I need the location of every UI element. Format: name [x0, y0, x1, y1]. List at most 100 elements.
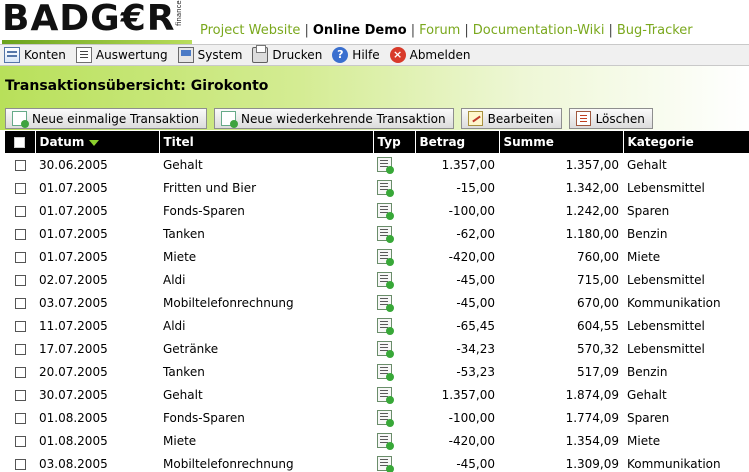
cell-typ — [373, 360, 415, 383]
cell-betrag: -65,45 — [456, 318, 495, 333]
table-row[interactable]: 30.06.2005 Gehalt 1.357,00 1.357,00 Gehalt — [5, 153, 749, 176]
table-row[interactable]: 02.07.2005 Aldi -45,00 715,00 Lebensmittel — [5, 268, 749, 291]
row-checkbox[interactable] — [14, 435, 26, 447]
row-checkbox-cell — [5, 245, 35, 268]
menu-abmelden[interactable]: × Abmelden — [389, 47, 470, 63]
row-checkbox-cell — [5, 153, 35, 176]
cell-summe: 517,09 — [577, 364, 619, 379]
column-header-typ[interactable]: Typ — [373, 131, 416, 153]
cell-datum: 03.07.2005 — [39, 295, 108, 310]
column-header-titel[interactable]: Titel — [159, 131, 374, 153]
column-header-betrag[interactable]: Betrag — [415, 131, 500, 153]
cell-betrag: -53,23 — [456, 364, 495, 379]
logout-icon: × — [389, 47, 406, 63]
menu-system[interactable]: System — [177, 47, 242, 63]
cell-kategorie: Gehalt — [627, 387, 667, 402]
new-single-transaction-button[interactable]: Neue einmalige Transaktion — [5, 108, 208, 129]
edit-icon — [467, 111, 483, 126]
select-all-checkbox[interactable] — [14, 137, 26, 148]
row-checkbox-cell — [5, 360, 35, 383]
cell-summe: 670,00 — [577, 295, 619, 310]
cell-summe: 570,32 — [577, 341, 619, 356]
cell-betrag: -420,00 — [448, 249, 495, 264]
cell-summe: 1.180,00 — [565, 226, 619, 241]
row-checkbox-cell — [5, 406, 35, 429]
new-single-transaction-label: Neue einmalige Transaktion — [32, 111, 200, 126]
transaction-type-icon — [377, 295, 394, 312]
cell-summe: 1.309,09 — [565, 456, 619, 471]
link-forum[interactable]: Forum — [419, 23, 461, 38]
report-icon — [75, 47, 92, 63]
link-bug-tracker[interactable]: Bug-Tracker — [616, 23, 693, 38]
row-checkbox[interactable] — [14, 205, 26, 217]
row-checkbox-cell — [5, 314, 35, 337]
menu-drucken[interactable]: Drucken — [252, 45, 323, 63]
cell-typ — [373, 268, 415, 291]
column-header-datum[interactable]: Datum — [35, 131, 160, 153]
row-checkbox[interactable] — [14, 159, 26, 171]
table-row[interactable]: 03.07.2005 Mobiltelefonrechnung -45,00 670,… — [5, 291, 749, 314]
delete-button[interactable]: Löschen — [568, 108, 653, 129]
link-online-demo[interactable]: Online Demo — [312, 23, 407, 38]
row-checkbox[interactable] — [14, 320, 26, 332]
cell-betrag: 1.357,00 — [441, 387, 495, 402]
cell-datum: 17.07.2005 — [39, 341, 108, 356]
row-checkbox[interactable] — [14, 412, 26, 424]
cell-summe: 760,00 — [577, 249, 619, 264]
row-checkbox-cell — [5, 452, 35, 472]
link-documentation-wiki[interactable]: Documentation-Wiki — [472, 23, 605, 38]
row-checkbox[interactable] — [14, 182, 26, 194]
transaction-type-icon — [377, 180, 394, 197]
table-row[interactable]: 17.07.2005 Getränke -34,23 570,32 Lebensmitt… — [5, 337, 749, 360]
menu-drucken-label: Drucken — [272, 48, 323, 62]
table-row[interactable]: 01.07.2005 Fonds-Sparen -100,00 1.242,00 Spa… — [5, 199, 749, 222]
table-row[interactable]: 20.07.2005 Tanken -53,23 517,09 Benzin — [5, 360, 749, 383]
cell-summe: 604,55 — [577, 318, 619, 333]
column-header-kategorie[interactable]: Kategorie — [623, 131, 749, 153]
cell-betrag: -45,00 — [456, 295, 495, 310]
row-checkbox[interactable] — [14, 366, 26, 378]
cell-typ — [373, 199, 415, 222]
recurring-transaction-icon — [221, 111, 239, 128]
row-checkbox-cell — [5, 199, 35, 222]
cell-datum: 01.07.2005 — [39, 226, 108, 241]
table-row[interactable]: 03.08.2005 Mobiltelefonrechnung -45,00 1.30… — [5, 452, 749, 472]
row-checkbox-cell — [5, 291, 35, 314]
table-row[interactable]: 01.07.2005 Miete -420,00 760,00 Miete — [5, 245, 749, 268]
menu-hilfe-label: Hilfe — [352, 48, 380, 62]
table-row[interactable]: 01.07.2005 Tanken -62,00 1.180,00 Benzin — [5, 222, 749, 245]
menu-konten[interactable]: Konten — [4, 47, 66, 63]
cell-kategorie: Lebensmittel — [627, 318, 705, 333]
row-checkbox[interactable] — [14, 274, 26, 286]
cell-datum: 01.08.2005 — [39, 433, 108, 448]
row-checkbox[interactable] — [14, 458, 26, 470]
menu-hilfe[interactable]: ? Hilfe — [332, 47, 380, 63]
table-row[interactable]: 01.08.2005 Miete -420,00 1.354,09 Miete — [5, 429, 749, 452]
row-checkbox[interactable] — [14, 297, 26, 309]
table-row[interactable]: 01.08.2005 Fonds-Sparen -100,00 1.774,09 Spa… — [5, 406, 749, 429]
new-recurring-transaction-button[interactable]: Neue wiederkehrende Transaktion — [214, 108, 454, 129]
badger-logo[interactable]: BADG€R finance — [2, 0, 194, 44]
cell-betrag: -62,00 — [456, 226, 495, 241]
cell-datum: 01.08.2005 — [39, 410, 108, 425]
table-row[interactable]: 01.07.2005 Fritten und Bier -15,00 1.342,00… — [5, 176, 749, 199]
cell-betrag: -420,00 — [448, 433, 495, 448]
cell-typ — [373, 222, 415, 245]
table-row[interactable]: 11.07.2005 Aldi -65,45 604,55 Lebensmittel — [5, 314, 749, 337]
table-row[interactable]: 30.07.2005 Gehalt 1.357,00 1.874,09 Gehalt — [5, 383, 749, 406]
row-checkbox[interactable] — [14, 251, 26, 263]
cell-kategorie: Miete — [627, 249, 661, 264]
edit-button[interactable]: Bearbeiten — [460, 108, 562, 129]
row-checkbox[interactable] — [14, 389, 26, 401]
link-project-website[interactable]: Project Website — [200, 23, 301, 38]
row-checkbox-cell — [5, 337, 35, 360]
cell-typ — [373, 245, 415, 268]
row-checkbox[interactable] — [14, 228, 26, 240]
cell-titel: Mobiltelefonrechnung — [163, 456, 294, 471]
menu-auswertung[interactable]: Auswertung — [75, 47, 168, 63]
transaction-type-icon — [377, 364, 394, 381]
cell-typ — [373, 291, 415, 314]
row-checkbox-cell — [5, 176, 35, 199]
column-header-summe[interactable]: Summe — [499, 131, 624, 153]
row-checkbox[interactable] — [14, 343, 26, 355]
